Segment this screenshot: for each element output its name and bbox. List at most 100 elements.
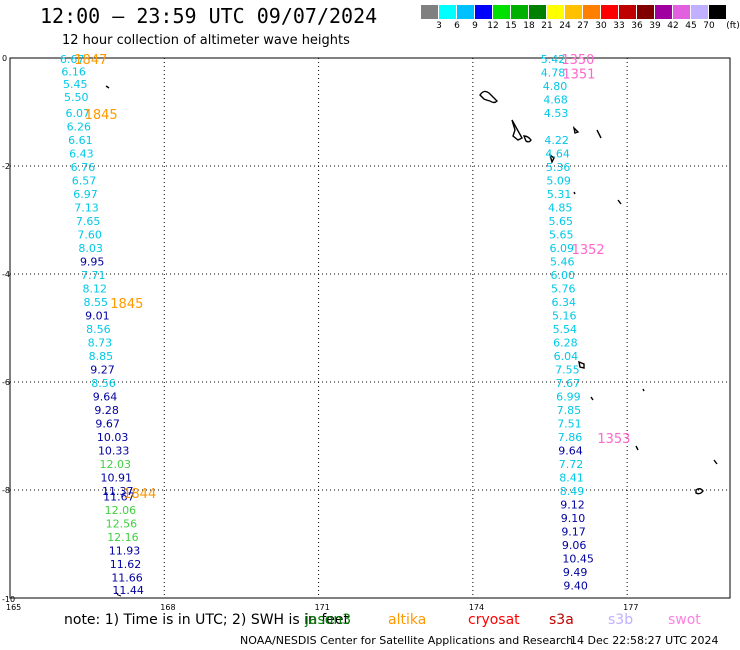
legend-label: 39 — [649, 21, 661, 31]
satellite-s3b: s3b — [608, 612, 634, 628]
island-outline — [695, 488, 704, 495]
track2-swh-value: 6.09 — [549, 242, 574, 255]
legend-label: 27 — [577, 21, 589, 31]
lon-tick-label: 171 — [315, 603, 330, 612]
track2-swh-value: 5.09 — [546, 175, 571, 188]
track1-swh-value: 8.03 — [78, 242, 103, 255]
track1-swh-value: 9.67 — [95, 418, 120, 431]
track2-swh-value: 4.64 — [545, 148, 570, 161]
track2-swh-value: 7.72 — [559, 458, 584, 471]
track1-swh-value: 9.95 — [80, 256, 105, 269]
track1-swh-value: 5.50 — [64, 91, 89, 104]
track2-swh-value: 5.65 — [548, 215, 573, 228]
track1-swh-value: 6.07 — [66, 107, 91, 120]
legend-labels: 3 6 9 12 15 18 21 24 27 30 33 36 39 42 45 70 (ft) — [421, 19, 740, 33]
track1-swh-value: 8.85 — [89, 350, 114, 363]
lon-tick-label: 168 — [160, 603, 175, 612]
legend-swatch — [475, 5, 493, 19]
track1-swh-value: 8.73 — [88, 337, 113, 350]
track1-swh-value: 11.37 — [102, 485, 134, 498]
track1-swh-value: 11.62 — [110, 558, 141, 571]
track2-swh-value: 5.31 — [547, 188, 572, 201]
color-legend: 3 6 9 12 15 18 21 24 27 30 33 36 39 42 45 70 (ft) — [421, 5, 740, 33]
track2-swh-value: 4.80 — [543, 80, 568, 93]
track2-swh-value: 9.12 — [560, 499, 585, 512]
track2-swh-value: 6.99 — [556, 391, 581, 404]
island-outline — [713, 459, 718, 465]
track1-swh-value: 6.67 — [60, 53, 84, 66]
track1-swh-value: 12.16 — [107, 531, 139, 544]
track2-swh-value: 4.78 — [541, 67, 566, 80]
track1-swh-value: 6.26 — [67, 121, 92, 134]
track2-swh-value: 5.46 — [550, 256, 575, 269]
legend-label: 70 — [703, 21, 715, 31]
track1-swh-value: 9.28 — [94, 404, 119, 417]
legend-swatch — [439, 5, 457, 19]
legend-label: 9 — [472, 21, 478, 31]
satellite-cryosat: cryosat — [468, 612, 520, 628]
legend-swatch — [673, 5, 691, 19]
island-outline — [548, 153, 555, 164]
legend-swatch — [457, 5, 475, 19]
lat-tick-label: -2 — [2, 162, 10, 171]
legend-label: 12 — [487, 21, 499, 31]
track1-swh-value: 5.45 — [63, 78, 88, 91]
island-outline — [115, 591, 122, 597]
legend-swatch — [565, 5, 583, 19]
track1-swh-value: 8.56 — [86, 323, 111, 336]
footer-note: note: 1) Time is in UTC; 2) SWH is in fe… — [64, 612, 350, 628]
island-outline — [617, 199, 622, 205]
satellite-jason3: jason3 — [305, 612, 352, 628]
map-frame — [9, 57, 731, 599]
island-outline — [635, 445, 639, 451]
legend-label: 42 — [667, 21, 679, 31]
track1-swh-value: 12.06 — [105, 504, 137, 517]
lon-tick-label: 177 — [623, 603, 638, 612]
track1-time-label: 1845 — [85, 108, 118, 123]
track1-swh-value: 11.67 — [103, 490, 135, 503]
track1-swh-value: 10.03 — [97, 431, 128, 444]
track2-swh-value: 7.67 — [556, 377, 581, 390]
track1-swh-value: 7.13 — [74, 202, 99, 215]
track2-swh-value: 7.55 — [555, 364, 580, 377]
island-outline — [105, 85, 110, 89]
island-outline — [578, 360, 585, 369]
track2-swh-value: 4.53 — [544, 107, 569, 120]
track1-swh-value: 7.71 — [81, 269, 106, 282]
track2-swh-value: 6.34 — [552, 296, 577, 309]
track1-swh-value: 8.56 — [91, 377, 116, 390]
track2-swh-value: 7.85 — [557, 404, 582, 417]
track1-swh-value: 6.97 — [73, 188, 98, 201]
track1-swh-value: 7.65 — [76, 215, 101, 228]
track2-swh-value: 9.10 — [561, 512, 586, 525]
legend-swatch — [583, 5, 601, 19]
track2-swh-value: 5.54 — [553, 323, 578, 336]
legend-label: 36 — [631, 21, 643, 31]
island-outline — [642, 388, 645, 392]
track1-time-label: 1844 — [123, 487, 156, 502]
generated-timestamp: 14 Dec 22:58:27 UTC 2024 — [570, 634, 719, 647]
legend-swatch — [493, 5, 511, 19]
legend-label: 30 — [595, 21, 607, 31]
track2-swh-value: 4.85 — [548, 202, 573, 215]
lat-tick-label: -8 — [2, 486, 10, 495]
legend-label: 33 — [613, 21, 625, 31]
track2-swh-value: 5.42 — [541, 53, 566, 66]
track2-time-label: 1350 — [561, 53, 594, 68]
legend-label: 21 — [541, 21, 553, 31]
track2-swh-value: 9.40 — [563, 580, 588, 593]
satellite-swot: swot — [668, 612, 701, 628]
track2-swh-value: 9.49 — [563, 566, 588, 579]
legend-swatch — [637, 5, 655, 19]
track2-swh-value: 7.86 — [558, 431, 583, 444]
track2-swh-value: 4.22 — [544, 134, 569, 147]
track1-swh-value: 10.33 — [98, 445, 130, 458]
track1-swh-value: 6.43 — [69, 148, 94, 161]
satellite-s3a: s3a — [549, 612, 574, 628]
track1-swh-value: 11.66 — [111, 571, 143, 584]
track2-swh-value: 10.45 — [562, 553, 594, 566]
legend-swatch — [421, 5, 439, 19]
legend-label: 3 — [436, 21, 442, 31]
track2-swh-value: 9.17 — [561, 526, 586, 539]
